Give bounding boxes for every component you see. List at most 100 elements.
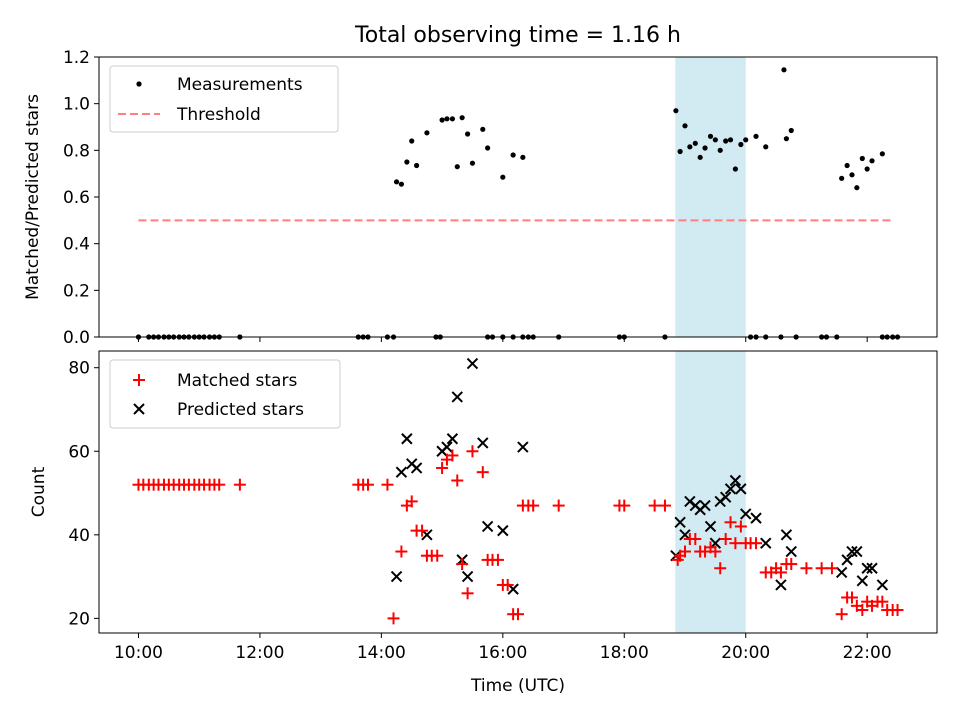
top-panel-x-ticks [137, 337, 868, 342]
matched-star-point [845, 591, 858, 604]
measurement-point [439, 117, 445, 123]
predicted-star-point [699, 499, 711, 512]
predicted-star-point [841, 554, 853, 566]
x-tick-label: 18:00 [600, 643, 649, 663]
shaded-span-rect [675, 351, 746, 633]
predicted-star-point [446, 433, 459, 445]
matched-star-point [618, 499, 631, 512]
y-tick-label: 80 [68, 359, 90, 379]
matched-star-point [709, 545, 722, 558]
matched-star-point [719, 533, 732, 545]
chart-title: Total observing time = 1.16 h [354, 23, 681, 48]
measurement-point [859, 155, 865, 162]
predicted-star-point [876, 579, 889, 591]
matched-star-point [552, 499, 565, 512]
measurement-point [485, 145, 491, 151]
y-tick-label: 1.0 [63, 95, 90, 115]
x-tick-label: 16:00 [478, 643, 527, 663]
measurement-point [500, 174, 506, 180]
measurement-point [510, 152, 516, 158]
measurement-point [723, 138, 729, 144]
measurement-point [849, 172, 855, 178]
matched-star-point [648, 499, 661, 512]
matched-star-point [451, 474, 464, 487]
matched-star-point [856, 604, 869, 617]
x-tick-label: 12:00 [235, 643, 284, 663]
predicted-star-point [719, 491, 732, 503]
matched-star-point [774, 566, 787, 579]
measurement-point [697, 154, 703, 160]
matched-star-point [461, 587, 474, 600]
matched-star-point [689, 533, 702, 545]
predicted-star-point [395, 466, 408, 478]
bottom-panel-frame [98, 350, 938, 634]
measurement-point [469, 160, 476, 166]
y-tick-label: 0.4 [63, 235, 90, 255]
legend-measurements-label: Measurements [177, 75, 303, 95]
matched-star-point [734, 520, 747, 533]
predicted-star-point [410, 462, 423, 474]
matched-star-point [213, 478, 226, 491]
x-tick-label: 10:00 [114, 643, 163, 663]
predicted-star-point [481, 520, 494, 533]
matched-star-point [512, 608, 524, 621]
measurement-point [682, 123, 688, 129]
measurement-point [449, 116, 456, 122]
legend-measurements-marker [136, 81, 142, 87]
bottom-panel-legend: Matched stars Predicted stars [109, 359, 341, 429]
matched-star-point [501, 578, 514, 591]
measurement-point [393, 179, 400, 185]
y-tick-label: 40 [68, 526, 90, 546]
measurement-point [781, 67, 787, 73]
measurement-point [464, 131, 471, 137]
matched-star-point [456, 558, 469, 571]
legend-threshold-label: Threshold [176, 105, 261, 125]
measurement-point [692, 140, 698, 146]
y-tick-label: 1.2 [63, 48, 90, 68]
top-legend-box [109, 65, 339, 133]
measurement-point [687, 144, 693, 150]
predicted-star-point [856, 575, 869, 587]
matched-star-point [714, 562, 727, 575]
predicted-star-point [724, 483, 737, 495]
y-tick-label: 0.2 [63, 281, 90, 301]
measurement-point [864, 166, 870, 172]
x-tick-label: 14:00 [357, 643, 406, 663]
measurement-point [879, 151, 885, 157]
measurement-point [727, 137, 734, 143]
predicted-star-point [497, 524, 509, 537]
predicted-star-point [390, 570, 403, 583]
matched-star-point [431, 549, 444, 562]
matched-star-point [825, 562, 838, 575]
shaded-span-rect [675, 57, 746, 337]
top-panel-shaded-span [675, 57, 746, 337]
matched-star-point [658, 499, 671, 512]
matched-star-point [416, 524, 429, 537]
matched-star-point [405, 495, 418, 508]
predicted-star-point [461, 570, 474, 583]
bottom-panel: 20 40 60 80 10:00 12:00 14:00 16:00 18:00 20:00 2… [29, 350, 938, 696]
matched-star-point [362, 478, 375, 491]
predicted-star-point [451, 391, 463, 403]
measurement-point [520, 154, 526, 160]
matched-star-point [476, 466, 489, 479]
predicted-star-point [704, 520, 717, 533]
matched-star-point [815, 562, 828, 575]
matched-star-point [835, 608, 848, 621]
y-tick-label: 60 [68, 442, 90, 462]
matched-star-point [381, 478, 394, 491]
bottom-panel-shaded-span [675, 351, 746, 633]
x-tick-label: 22:00 [843, 643, 892, 663]
predicted-star-point [735, 483, 747, 495]
measurement-point [869, 158, 875, 164]
y-tick-label: 0.8 [63, 141, 90, 161]
measurement-point [783, 136, 790, 142]
measurement-point [413, 162, 420, 169]
measurement-point [844, 162, 850, 169]
predicted-star-point [740, 508, 752, 520]
matched-star-point [724, 516, 737, 529]
predicted-stars-series [390, 357, 889, 595]
measurement-point [702, 145, 708, 151]
